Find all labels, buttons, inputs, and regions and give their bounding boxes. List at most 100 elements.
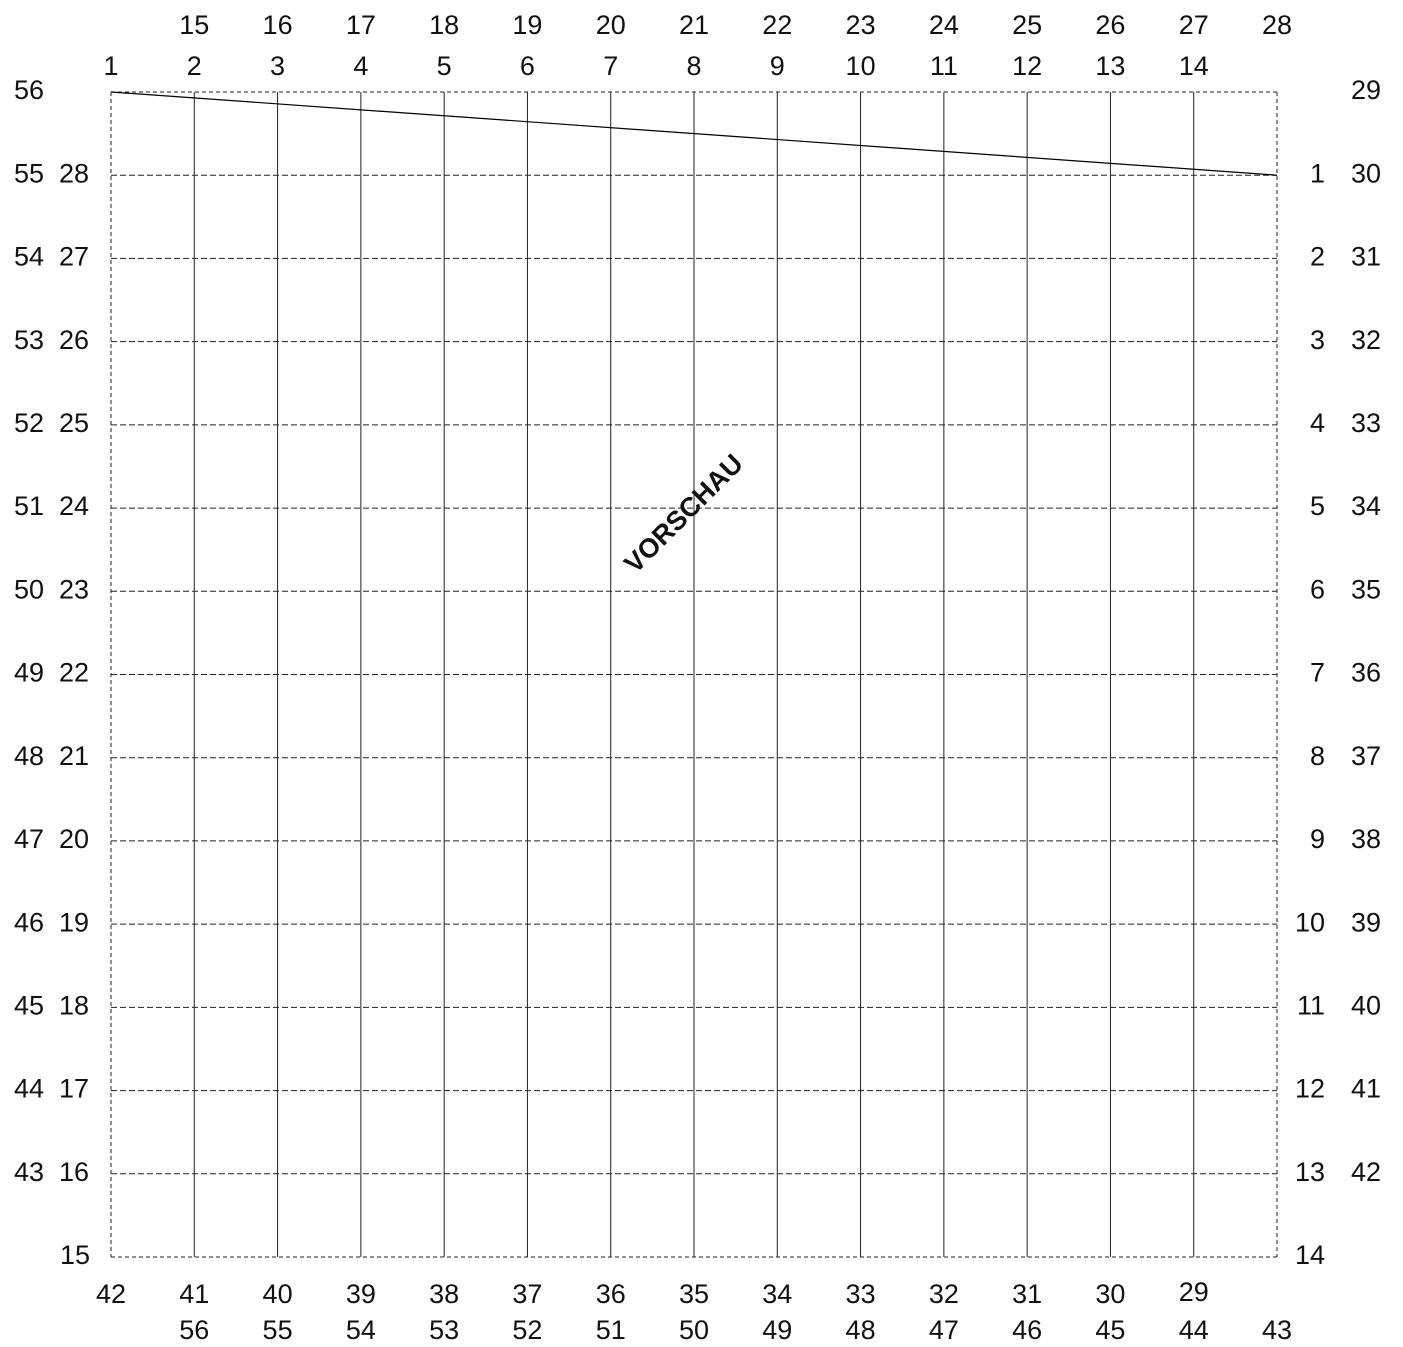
left-label-inner: 27 xyxy=(59,242,89,272)
top-label-outer: 23 xyxy=(846,10,876,40)
top-label-inner: 7 xyxy=(603,51,618,81)
left-label-outer: 43 xyxy=(14,1157,44,1187)
bottom-label-inner: 54 xyxy=(346,1315,376,1345)
left-label-inner: 25 xyxy=(59,408,89,438)
left-label-outer: 50 xyxy=(14,574,44,604)
right-label-inner: 11 xyxy=(1297,990,1325,1020)
bottom-label-outer: 35 xyxy=(679,1279,709,1309)
right-label-outer: 40 xyxy=(1351,990,1381,1020)
bottom-label-inner: 45 xyxy=(1095,1315,1125,1345)
left-label-inner: 24 xyxy=(59,491,89,521)
left-label-outer: 52 xyxy=(14,408,44,438)
left-label-inner: 19 xyxy=(59,907,89,937)
right-label-outer: 31 xyxy=(1351,242,1381,272)
right-label-inner: 12 xyxy=(1295,1074,1325,1104)
bottom-label-outer: 39 xyxy=(346,1279,376,1309)
bottom-label-outer: 41 xyxy=(179,1279,209,1309)
bottom-label-outer: 40 xyxy=(263,1279,293,1309)
top-label-inner: 9 xyxy=(770,51,785,81)
bottom-label-outer: 36 xyxy=(596,1279,626,1309)
right-label-inner: 14 xyxy=(1295,1240,1325,1270)
top-label-inner: 8 xyxy=(686,51,701,81)
right-label-inner: 13 xyxy=(1295,1157,1325,1187)
top-label-inner: 14 xyxy=(1179,51,1209,81)
bottom-label-outer: 32 xyxy=(929,1279,959,1309)
top-label-outer: 15 xyxy=(179,10,209,40)
bottom-label-inner: 50 xyxy=(679,1315,709,1345)
bottom-label-inner: 47 xyxy=(929,1315,959,1345)
right-label-inner: 7 xyxy=(1310,658,1325,688)
right-label-outer: 33 xyxy=(1351,408,1381,438)
left-label-outer: 45 xyxy=(14,990,44,1020)
right-label-outer: 34 xyxy=(1351,491,1381,521)
right-label-outer: 37 xyxy=(1351,741,1381,771)
top-label-inner: 13 xyxy=(1095,51,1125,81)
grid-labels: 15 16 17 18 19 20 21 22 23 24 25 26 27 281 2 3 4 5 6 7 8 9 10 1… xyxy=(14,10,1381,1345)
left-label-inner: 18 xyxy=(59,990,89,1020)
bottom-label-outer: 42 xyxy=(96,1279,126,1309)
left-label-inner: 22 xyxy=(59,658,89,688)
right-label-outer: 30 xyxy=(1351,158,1381,188)
bottom-label-outer: 33 xyxy=(846,1279,876,1309)
top-label-inner: 11 xyxy=(930,51,958,81)
top-label-inner: 4 xyxy=(353,51,368,81)
bottom-label-inner: 53 xyxy=(429,1315,459,1345)
left-label-outer: 51 xyxy=(14,491,44,521)
bottom-label-inner: 46 xyxy=(1012,1315,1042,1345)
left-label-inner: 21 xyxy=(59,741,89,771)
right-label-inner: 1 xyxy=(1310,158,1325,188)
bottom-label-inner: 51 xyxy=(596,1315,626,1345)
bottom-label-outer: 30 xyxy=(1095,1279,1125,1309)
right-label-outer: 39 xyxy=(1351,907,1381,937)
left-label-inner: 26 xyxy=(59,325,89,355)
left-label-inner: 16 xyxy=(59,1157,89,1187)
top-label-inner: 3 xyxy=(270,51,285,81)
right-label-outer: 42 xyxy=(1351,1157,1381,1187)
bottom-label-inner: 52 xyxy=(512,1315,542,1345)
right-label-inner: 4 xyxy=(1310,408,1325,438)
bottom-label-outer: 38 xyxy=(429,1279,459,1309)
thread-line xyxy=(110,91,1278,176)
left-label-inner: 28 xyxy=(59,158,89,188)
left-label-inner: 23 xyxy=(59,574,89,604)
left-label-outer: 54 xyxy=(14,242,44,272)
vorschau-watermark: VORSCHAU xyxy=(618,448,748,578)
left-label-inner: 17 xyxy=(59,1074,89,1104)
top-label-inner: 6 xyxy=(520,51,535,81)
bottom-label-outer: 37 xyxy=(512,1279,542,1309)
left-label-outer: 55 xyxy=(14,158,44,188)
top-label-outer: 25 xyxy=(1012,10,1042,40)
top-label-outer: 21 xyxy=(679,10,709,40)
top-label-inner: 1 xyxy=(103,51,118,81)
top-label-outer: 24 xyxy=(929,10,959,40)
bottom-label-outer: 31 xyxy=(1012,1279,1042,1309)
right-label-outer: 41 xyxy=(1351,1074,1381,1104)
right-label-inner: 5 xyxy=(1310,491,1325,521)
top-label-outer: 18 xyxy=(429,10,459,40)
left-label-outer: 15 xyxy=(60,1240,90,1270)
bottom-label-inner: 55 xyxy=(263,1315,293,1345)
left-label-outer: 47 xyxy=(14,824,44,854)
top-label-inner: 12 xyxy=(1012,51,1042,81)
bottom-label-outer: 34 xyxy=(762,1279,792,1309)
bottom-label-outer: 29 xyxy=(1179,1277,1209,1307)
bottom-label-inner: 43 xyxy=(1262,1315,1292,1345)
top-label-outer: 20 xyxy=(596,10,626,40)
right-label-inner: 3 xyxy=(1310,325,1325,355)
bottom-label-inner: 48 xyxy=(846,1315,876,1345)
bottom-label-inner: 49 xyxy=(762,1315,792,1345)
left-label-outer: 46 xyxy=(14,907,44,937)
right-label-inner: 6 xyxy=(1310,574,1325,604)
left-label-outer: 48 xyxy=(14,741,44,771)
right-label-outer: 36 xyxy=(1351,658,1381,688)
right-label-inner: 9 xyxy=(1310,824,1325,854)
top-label-outer: 17 xyxy=(346,10,376,40)
right-label-inner: 8 xyxy=(1310,741,1325,771)
right-label-inner: 2 xyxy=(1310,242,1325,272)
top-label-outer: 27 xyxy=(1179,10,1209,40)
right-label-outer: 35 xyxy=(1351,574,1381,604)
top-label-outer: 28 xyxy=(1262,10,1292,40)
left-label-outer: 56 xyxy=(14,75,44,105)
top-label-outer: 26 xyxy=(1095,10,1125,40)
